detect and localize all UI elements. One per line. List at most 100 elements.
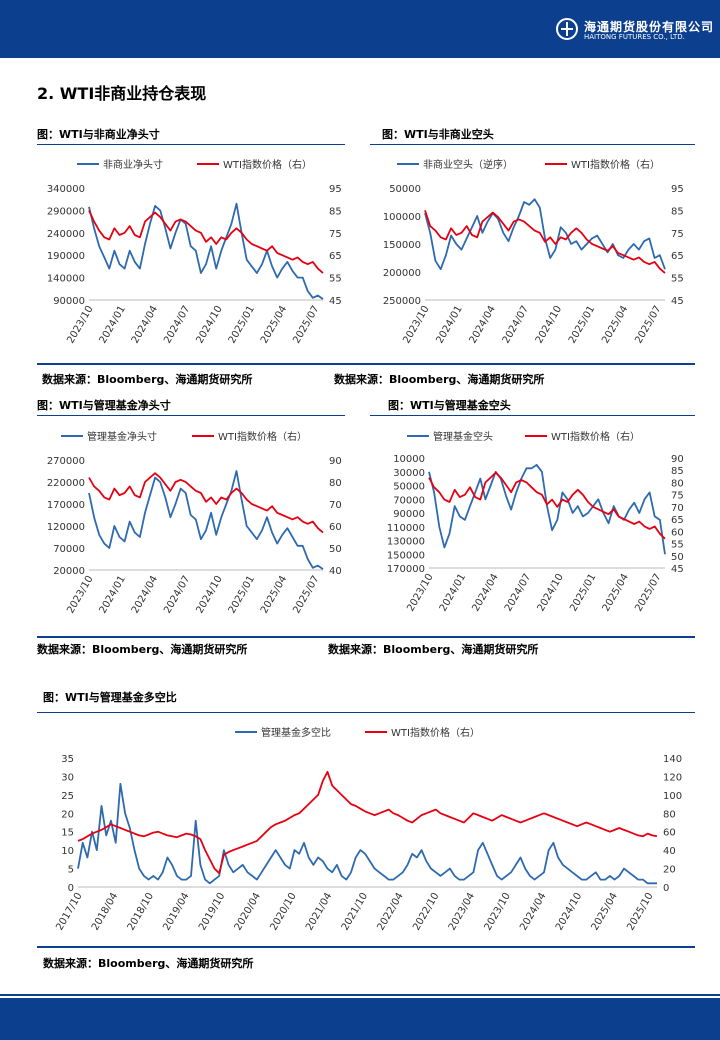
c5-ytick-left-1: 30 <box>61 772 74 783</box>
c5-series-1 <box>77 770 658 875</box>
c3-xtick-2: 2024/04 <box>130 574 160 615</box>
c5-xtick-1: 2018/04 <box>90 891 120 932</box>
c5-xtick-5: 2020/04 <box>233 891 263 932</box>
chart3-rule <box>37 415 345 416</box>
c1-ytick-left-4: 140000 <box>47 274 85 285</box>
c4-ytick-left-4: 90000 <box>393 509 425 520</box>
c4-ytick-left-2: 50000 <box>393 482 425 493</box>
c2-ytick-left-1: 100000 <box>383 212 421 223</box>
header-bar: 海通期货股份有限公司 HAITONG FUTURES CO., LTD. <box>0 0 720 58</box>
company-name-en: HAITONG FUTURES CO., LTD. <box>584 33 685 41</box>
c5-ytick-right-1: 120 <box>663 772 682 783</box>
c1-legend-label-0: 非商业净头寸 <box>103 158 163 171</box>
c3-legend-label-1: WTI指数价格（右） <box>218 430 307 443</box>
c3-ytick-right-0: 90 <box>329 456 342 467</box>
c3-xtick-5: 2025/01 <box>227 574 257 615</box>
c5-xtick-9: 2022/04 <box>375 891 405 932</box>
c5-xtick-4: 2019/10 <box>197 891 227 932</box>
chart1-title: 图：WTI与非商业净头寸 <box>37 128 160 141</box>
c2-ytick-right-3: 65 <box>671 251 684 262</box>
haitong-logo-icon <box>556 18 578 40</box>
c2-ytick-right-1: 85 <box>671 206 684 217</box>
c4-legend-label-1: WTI指数价格（右） <box>551 430 640 443</box>
c2-ytick-left-4: 250000 <box>383 296 421 307</box>
c4-ytick-left-7: 150000 <box>387 550 425 561</box>
c5-ytick-left-7: 0 <box>68 883 74 894</box>
c2-series-0 <box>424 198 666 271</box>
c4-ytick-right-8: 50 <box>671 552 684 563</box>
c3-legend-label-0: 管理基金净头寸 <box>87 430 157 443</box>
c3-ytick-left-4: 70000 <box>53 544 85 555</box>
c5-xtick-10: 2022/10 <box>411 891 441 932</box>
c1-ytick-right-5: 45 <box>329 296 342 307</box>
c2-xtick-0: 2023/10 <box>401 304 431 345</box>
c5-ytick-right-3: 80 <box>663 809 676 820</box>
c4-xtick-7: 2025/07 <box>633 572 663 613</box>
c3-ytick-left-3: 120000 <box>47 522 85 533</box>
c5-xtick-0: 2017/10 <box>54 891 84 932</box>
c1-legend-label-1: WTI指数价格（右） <box>223 158 312 171</box>
c1-xtick-1: 2024/01 <box>98 304 128 345</box>
c5-ytick-right-4: 60 <box>663 828 676 839</box>
c4-ytick-left-6: 130000 <box>387 537 425 548</box>
c2-ytick-left-2: 150000 <box>383 240 421 251</box>
c5-ytick-left-5: 10 <box>61 846 74 857</box>
c2-xtick-2: 2024/04 <box>468 304 498 345</box>
chart5-title: 图：WTI与管理基金多空比 <box>43 691 177 704</box>
c3-ytick-left-5: 20000 <box>53 566 85 577</box>
c5-xtick-8: 2021/10 <box>340 891 370 932</box>
c4-xtick-3: 2024/07 <box>503 572 533 613</box>
c2-ytick-right-0: 95 <box>671 184 684 195</box>
chart2-title: 图：WTI与非商业空头 <box>382 128 494 141</box>
c4-legend-label-0: 管理基金空头 <box>433 430 493 443</box>
c2-xtick-1: 2024/01 <box>434 304 464 345</box>
c4-xtick-0: 2023/10 <box>405 572 435 613</box>
c1-series-0 <box>88 202 324 300</box>
c2-series-1 <box>424 210 666 274</box>
c5-ytick-right-2: 100 <box>663 791 682 802</box>
c4-ytick-right-5: 65 <box>671 515 684 526</box>
c1-ytick-left-2: 240000 <box>47 229 85 240</box>
c4-series-0 <box>428 464 666 555</box>
c3-xtick-0: 2023/10 <box>65 574 95 615</box>
c2-ytick-right-2: 75 <box>671 229 684 240</box>
c1-xtick-2: 2024/04 <box>130 304 160 345</box>
c5-xtick-3: 2019/04 <box>161 891 191 932</box>
c3-xtick-4: 2024/10 <box>194 574 224 615</box>
c4-xtick-1: 2024/01 <box>438 572 468 613</box>
chart1-source: 数据来源：Bloomberg、海通期货研究所 <box>42 373 253 386</box>
c1-ytick-right-1: 85 <box>329 206 342 217</box>
c5-series-0 <box>77 782 657 885</box>
section-title: 2. WTI非商业持仓表现 <box>37 84 207 103</box>
c5-ytick-right-6: 20 <box>663 865 676 876</box>
c4-ytick-left-5: 110000 <box>387 523 425 534</box>
c5-xtick-13: 2024/04 <box>518 891 548 932</box>
c1-ytick-left-5: 90000 <box>53 296 85 307</box>
c5-xtick-7: 2021/04 <box>304 891 334 932</box>
c4-xtick-2: 2024/04 <box>470 572 500 613</box>
c1-xtick-7: 2025/07 <box>291 304 321 345</box>
c5-ytick-left-2: 25 <box>61 791 74 802</box>
c3-series-1 <box>88 472 324 534</box>
c3-xtick-1: 2024/01 <box>98 574 128 615</box>
c1-xtick-4: 2024/10 <box>194 304 224 345</box>
chart1: 非商业净头寸 WTI指数价格（右） 340000 290000 240000 190000… <box>47 158 342 345</box>
c4-ytick-right-7: 55 <box>671 540 684 551</box>
c5-xtick-11: 2023/04 <box>447 891 477 932</box>
c5-ytick-left-4: 15 <box>61 828 74 839</box>
c3-series-0 <box>88 470 324 570</box>
chart5-rule <box>37 712 695 713</box>
c2-xtick-4: 2024/10 <box>534 304 564 345</box>
c5-xtick-15: 2025/04 <box>590 891 620 932</box>
chart2-rule <box>370 144 695 145</box>
c1-ytick-right-2: 75 <box>329 229 342 240</box>
c5-ytick-left-6: 5 <box>68 865 74 876</box>
c4-ytick-right-4: 70 <box>671 503 684 514</box>
company-logo: 海通期货股份有限公司 HAITONG FUTURES CO., LTD. <box>556 16 713 46</box>
c2-ytick-right-4: 55 <box>671 274 684 285</box>
c5-xtick-16: 2025/10 <box>625 891 655 932</box>
c2-xtick-7: 2025/07 <box>633 304 663 345</box>
c5-ytick-left-0: 35 <box>61 754 74 765</box>
c5-xtick-14: 2024/10 <box>554 891 584 932</box>
c2-ytick-left-3: 200000 <box>383 268 421 279</box>
